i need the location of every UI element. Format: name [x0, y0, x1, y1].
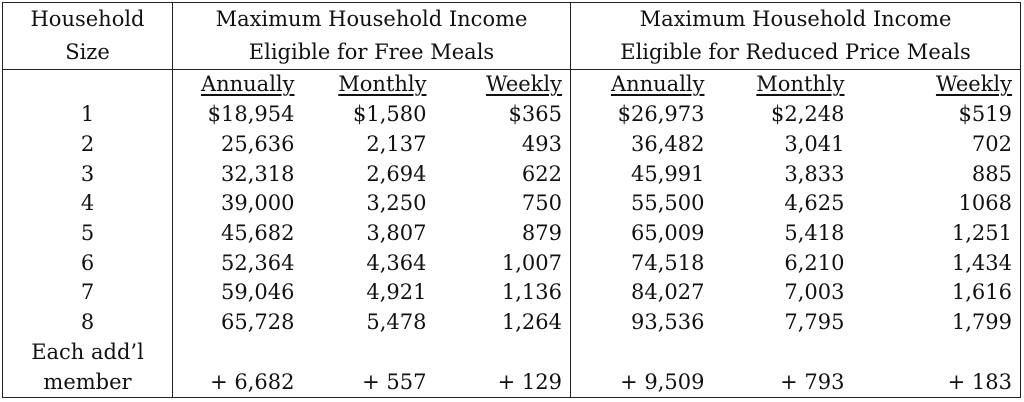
- reduced-monthly-cell: 7,795: [784, 310, 845, 335]
- additional-reduced-weekly-cell: + 183: [947, 369, 1012, 394]
- header-row-2: Size Eligible for Free Meals Eligible fo…: [2, 36, 1021, 70]
- table-row: 5 45,682 3,807 879 65,009 5,418 1,251: [2, 218, 1021, 249]
- free-annual-cell: 59,046: [221, 280, 295, 305]
- free-weekly-cell: $365: [434, 99, 571, 130]
- household-size-cell: 4: [2, 188, 173, 219]
- additional-free-monthly-cell: + 557: [362, 369, 427, 394]
- reduced-monthly-cell: 7,003: [784, 280, 845, 305]
- additional-free-annual-cell: + 6,682: [210, 369, 295, 394]
- reduced-monthly-subheader: Monthly: [756, 72, 845, 97]
- reduced-monthly-cell: 3,833: [784, 161, 845, 186]
- free-monthly-cell: 2,694: [366, 161, 427, 186]
- reduced-annual-cell: 65,009: [631, 220, 705, 245]
- reduced-annual-cell: 45,991: [631, 161, 705, 186]
- reduced-monthly-cell: 4,625: [784, 191, 845, 216]
- reduced-meals-header-line2: Eligible for Reduced Price Meals: [570, 36, 1021, 70]
- reduced-annual-cell: 93,536: [631, 310, 705, 335]
- free-weekly-subheader: Weekly: [485, 72, 562, 97]
- table-row: 2 25,636 2,137 493 36,482 3,041 702: [2, 129, 1021, 160]
- reduced-monthly-cell: $2,248: [771, 102, 845, 127]
- table-row: 1 $18,954 $1,580 $365 $26,973 $2,248 $519: [2, 99, 1021, 130]
- free-weekly-cell: 1,007: [434, 248, 571, 279]
- free-weekly-cell: 1,264: [434, 307, 571, 338]
- reduced-weekly-cell: 702: [971, 131, 1012, 156]
- reduced-annual-cell: 84,027: [631, 280, 705, 305]
- free-annual-cell: 39,000: [221, 191, 295, 216]
- additional-reduced-annual-cell: + 9,509: [620, 369, 705, 394]
- table-row: 7 59,046 4,921 1,136 84,027 7,003 1,616: [2, 278, 1021, 308]
- free-meals-header-line2: Eligible for Free Meals: [172, 36, 571, 70]
- free-monthly-cell: 2,137: [366, 131, 427, 156]
- free-meals-header-line1: Maximum Household Income: [172, 2, 571, 36]
- header-row-1: Household Maximum Household Income Maxim…: [2, 2, 1021, 36]
- free-annual-cell: 65,728: [221, 310, 295, 335]
- household-size-cell: 5: [2, 218, 173, 249]
- table-row: 8 65,728 5,478 1,264 93,536 7,795 1,799: [2, 307, 1021, 338]
- reduced-weekly-cell: 1,799: [951, 310, 1012, 335]
- free-weekly-cell: 493: [434, 129, 571, 160]
- reduced-weekly-cell: 1068: [958, 191, 1012, 216]
- free-weekly-cell: 1,136: [434, 278, 571, 308]
- free-annual-cell: 45,682: [221, 220, 295, 245]
- reduced-weekly-cell: 885: [971, 161, 1012, 186]
- table-row: 4 39,000 3,250 750 55,500 4,625 1068: [2, 188, 1021, 219]
- reduced-monthly-cell: 6,210: [784, 250, 845, 275]
- household-size-cell: 1: [2, 99, 173, 130]
- reduced-weekly-subheader: Weekly: [935, 72, 1012, 97]
- additional-free-weekly-cell: + 129: [434, 367, 571, 398]
- table-row: 6 52,364 4,364 1,007 74,518 6,210 1,434: [2, 248, 1021, 279]
- free-annual-cell: 25,636: [221, 131, 295, 156]
- reduced-weekly-cell: 1,616: [951, 280, 1012, 305]
- subheader-row: Annually Monthly Weekly Annually Monthly…: [2, 69, 1021, 100]
- additional-reduced-monthly-cell: + 793: [780, 369, 845, 394]
- reduced-annual-cell: 55,500: [631, 191, 705, 216]
- additional-member-label-line1: Each add’l: [2, 337, 173, 368]
- table-row: 3 32,318 2,694 622 45,991 3,833 885: [2, 159, 1021, 189]
- free-weekly-cell: 879: [434, 218, 571, 249]
- free-monthly-cell: 4,921: [366, 280, 427, 305]
- free-monthly-cell: 4,364: [366, 250, 427, 275]
- reduced-meals-header-line1: Maximum Household Income: [639, 7, 952, 31]
- reduced-annual-cell: $26,973: [617, 102, 705, 127]
- additional-member-row-label: Each add’l: [2, 337, 1021, 368]
- free-annually-subheader: Annually: [200, 72, 295, 97]
- free-annual-cell: $18,954: [207, 102, 295, 127]
- household-size-header-line1: Household: [2, 2, 173, 36]
- free-monthly-cell: $1,580: [353, 102, 427, 127]
- free-weekly-cell: 622: [434, 159, 571, 189]
- reduced-annual-cell: 36,482: [631, 131, 705, 156]
- household-size-cell: 8: [2, 307, 173, 338]
- household-size-cell: 6: [2, 248, 173, 279]
- household-size-cell: 2: [2, 129, 173, 160]
- household-size-cell: 7: [2, 278, 173, 308]
- free-monthly-cell: 5,478: [366, 310, 427, 335]
- free-monthly-cell: 3,250: [366, 191, 427, 216]
- free-annual-cell: 52,364: [221, 250, 295, 275]
- free-weekly-cell: 750: [434, 188, 571, 219]
- household-size-cell: 3: [2, 159, 173, 189]
- reduced-weekly-cell: 1,251: [951, 220, 1012, 245]
- free-monthly-cell: 3,807: [366, 220, 427, 245]
- additional-member-row: member + 6,682 + 557 + 129 + 9,509 + 793 + 183: [2, 367, 1021, 398]
- reduced-annually-subheader: Annually: [610, 72, 705, 97]
- household-size-header-line2: Size: [2, 36, 173, 70]
- reduced-annual-cell: 74,518: [631, 250, 705, 275]
- reduced-monthly-cell: 5,418: [784, 220, 845, 245]
- reduced-monthly-cell: 3,041: [784, 131, 845, 156]
- free-annual-cell: 32,318: [221, 161, 295, 186]
- free-monthly-subheader: Monthly: [338, 72, 427, 97]
- subheader-empty-cell: [2, 69, 173, 100]
- reduced-weekly-cell: 1,434: [951, 250, 1012, 275]
- additional-member-label-line2: member: [2, 367, 173, 398]
- reduced-weekly-cell: $519: [958, 102, 1012, 127]
